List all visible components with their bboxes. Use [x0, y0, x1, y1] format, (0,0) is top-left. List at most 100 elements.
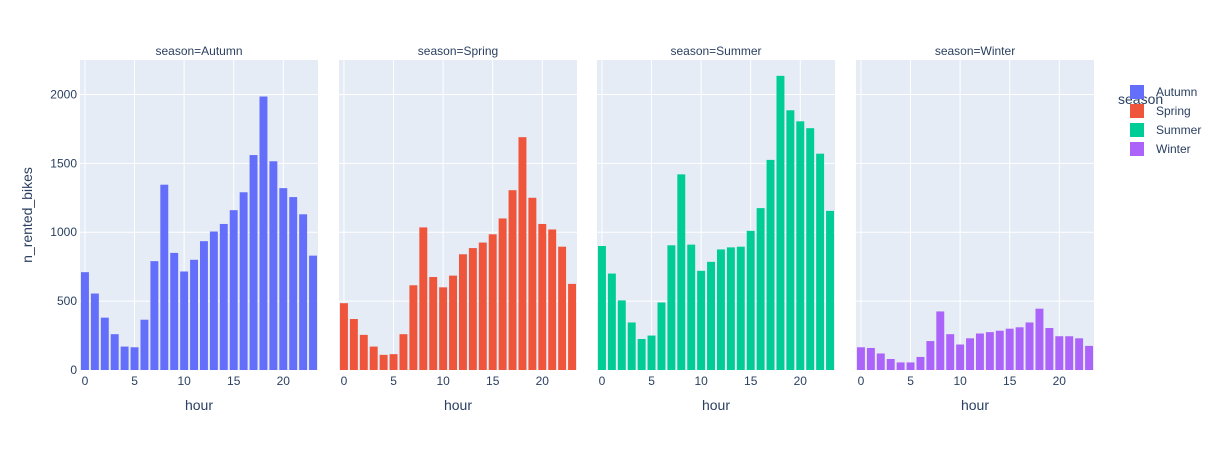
bar-summer-hour-0	[597, 246, 606, 370]
bar-autumn-hour-9	[170, 252, 179, 370]
bar-spring-hour-0	[339, 303, 348, 370]
bar-winter-hour-4	[896, 362, 905, 370]
bar-winter-hour-19	[1045, 327, 1054, 370]
bar-autumn-hour-14	[219, 223, 228, 370]
bar-spring-hour-10	[439, 287, 448, 370]
bar-summer-hour-22	[816, 153, 825, 370]
bar-winter-hour-2	[876, 353, 885, 370]
bar-autumn-hour-21	[289, 197, 298, 370]
bar-spring-hour-23	[568, 283, 576, 370]
bar-autumn-hour-1	[90, 293, 99, 370]
bar-autumn-hour-0	[80, 272, 89, 370]
x-tick-label: 20	[1053, 374, 1067, 388]
bar-winter-hour-20	[1055, 336, 1064, 370]
bar-summer-hour-6	[657, 302, 666, 370]
bar-summer-hour-1	[607, 273, 616, 370]
y-tick-label: 2000	[50, 87, 77, 101]
bar-autumn-hour-7	[150, 261, 159, 370]
legend-item-summer[interactable]: Summer	[1130, 122, 1201, 138]
bar-autumn-hour-23	[309, 255, 317, 370]
legend-swatch	[1130, 122, 1144, 137]
bar-winter-hour-23	[1085, 345, 1094, 370]
y-tick-label: 0	[70, 363, 77, 377]
bar-spring-hour-21	[548, 229, 557, 370]
bar-autumn-hour-6	[140, 319, 149, 370]
bar-summer-hour-9	[687, 244, 696, 370]
y-tick-label: 1000	[50, 225, 77, 239]
bar-winter-hour-6	[916, 356, 925, 370]
legend-item-winter[interactable]: Winter	[1130, 141, 1191, 157]
x-tick-label: 10	[177, 374, 191, 388]
y-axis-title: n_rented_bikes	[19, 167, 35, 263]
facet-title: season=Winter	[935, 44, 1015, 58]
bar-spring-hour-18	[518, 137, 527, 370]
y-tick-label: 500	[57, 294, 77, 308]
bar-spring-hour-22	[558, 246, 567, 370]
bar-summer-hour-10	[697, 270, 706, 370]
bar-spring-hour-16	[498, 218, 507, 370]
x-tick-label: 15	[486, 374, 500, 388]
bar-autumn-hour-12	[199, 241, 208, 370]
x-tick-label: 5	[390, 374, 397, 388]
bar-autumn-hour-18	[259, 96, 268, 370]
bar-winter-hour-3	[886, 358, 895, 370]
bar-winter-hour-16	[1015, 327, 1024, 370]
legend-item-autumn[interactable]: Autumn	[1130, 84, 1197, 100]
legend-swatch	[1130, 141, 1144, 156]
facet-panel-autumn: season=Autumn 0 5 10 15 20 hour	[80, 44, 318, 413]
bar-autumn-hour-17	[249, 155, 258, 370]
bar-spring-hour-13	[468, 248, 477, 370]
bar-summer-hour-8	[677, 174, 686, 370]
bar-winter-hour-11	[966, 338, 974, 370]
y-tick-label: 1500	[50, 156, 77, 170]
x-axis-title: hour	[961, 397, 989, 413]
bar-autumn-hour-11	[190, 259, 199, 370]
facet-title: season=Autumn	[155, 44, 242, 58]
bar-summer-hour-23	[826, 210, 834, 370]
bar-summer-hour-19	[786, 110, 795, 370]
bar-summer-hour-3	[627, 322, 636, 370]
bar-summer-hour-11	[707, 261, 715, 370]
bar-autumn-hour-3	[110, 334, 119, 370]
x-axis-title: hour	[702, 397, 730, 413]
x-tick-label: 15	[744, 374, 758, 388]
bar-autumn-hour-19	[269, 161, 278, 370]
legend-label: Spring	[1156, 104, 1191, 118]
legend-swatch	[1130, 103, 1144, 118]
bar-autumn-hour-15	[229, 210, 238, 370]
x-tick-label: 5	[907, 374, 914, 388]
bar-spring-hour-15	[488, 234, 497, 370]
bar-winter-hour-17	[1025, 322, 1034, 370]
facet-panel-spring: season=Spring 0 5 10 15 20 hour	[339, 44, 577, 413]
bar-winter-hour-5	[906, 362, 915, 370]
bar-summer-hour-21	[806, 128, 815, 370]
x-tick-label: 5	[131, 374, 138, 388]
facet-title: season=Spring	[418, 44, 498, 58]
bar-autumn-hour-20	[279, 188, 288, 370]
bar-winter-hour-15	[1005, 328, 1014, 370]
bar-spring-hour-9	[429, 277, 438, 370]
bar-winter-hour-8	[936, 311, 945, 370]
bar-spring-hour-14	[478, 242, 487, 370]
bar-winter-hour-7	[926, 341, 935, 370]
bar-summer-hour-20	[796, 121, 805, 370]
bar-winter-hour-18	[1035, 308, 1044, 370]
bar-spring-hour-19	[528, 197, 537, 370]
bar-summer-hour-18	[776, 75, 785, 370]
legend-title: season	[1118, 91, 1164, 107]
facet-title: season=Summer	[670, 44, 761, 58]
bar-summer-hour-14	[736, 246, 745, 370]
x-tick-label: 10	[694, 374, 708, 388]
bar-summer-hour-7	[667, 245, 676, 370]
bar-spring-hour-1	[349, 319, 358, 370]
plot-background	[339, 60, 577, 370]
x-tick-label: 10	[953, 374, 967, 388]
bar-summer-hour-16	[756, 208, 765, 370]
legend-item-spring[interactable]: Spring	[1130, 103, 1191, 119]
bar-spring-hour-20	[538, 223, 547, 370]
x-tick-label: 20	[536, 374, 550, 388]
bar-winter-hour-14	[995, 330, 1004, 370]
legend-label: Winter	[1156, 142, 1191, 156]
bar-summer-hour-17	[766, 159, 775, 370]
